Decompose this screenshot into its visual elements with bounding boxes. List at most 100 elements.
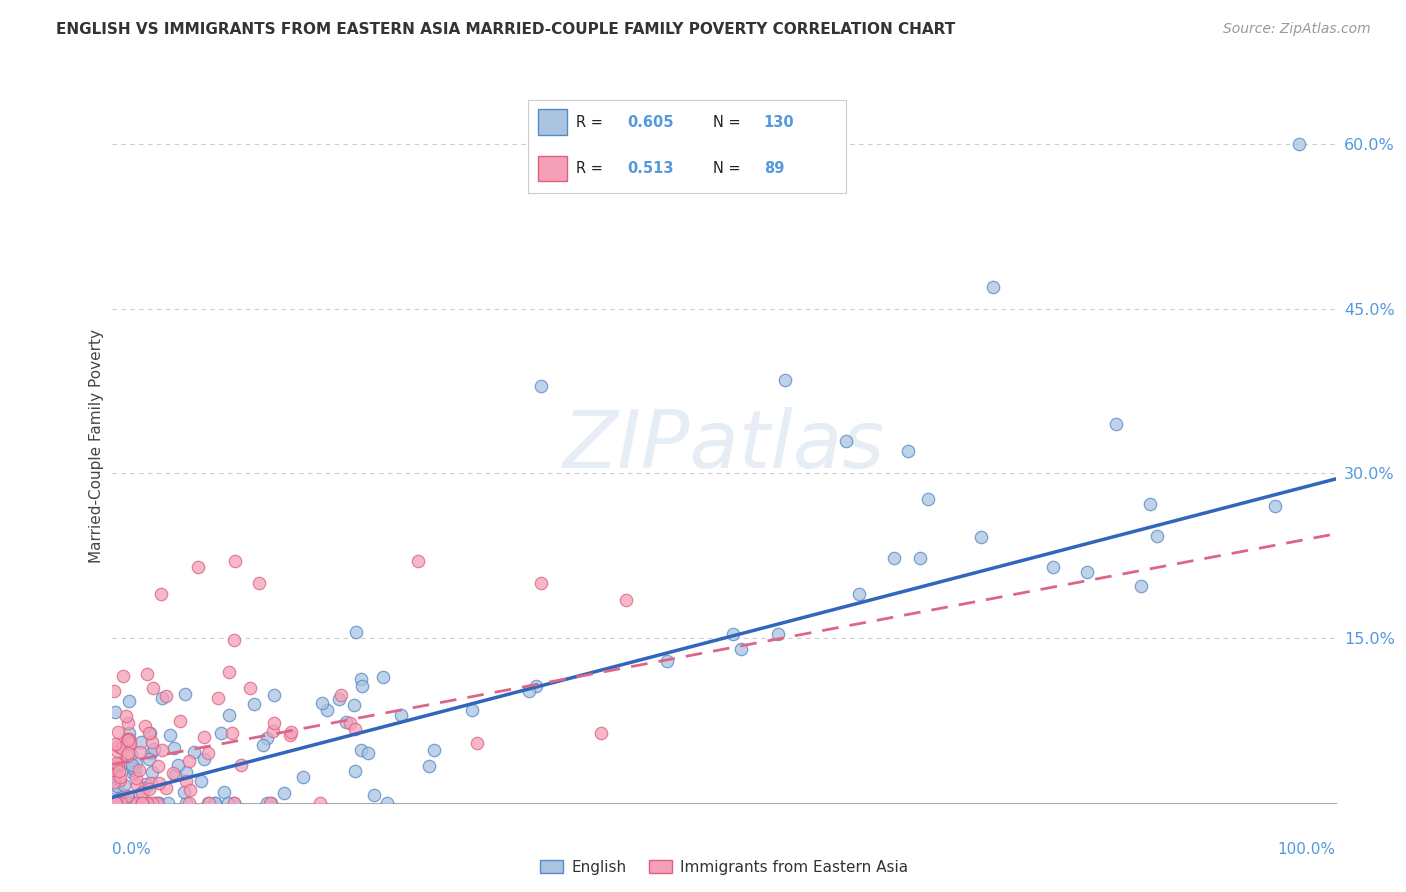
Point [897,444,920,458]
Point [1104,417,1126,431]
Point [104,705,127,719]
Point [148,796,170,810]
Point [136,796,159,810]
Point [105,756,128,771]
Point [309,796,332,810]
Point [146,759,169,773]
Point [614,592,637,607]
Point [120,796,142,810]
Point [222,796,245,810]
Point [110,772,132,787]
Point [835,434,858,448]
Point [136,667,159,681]
Point [138,725,160,739]
Point [260,796,283,810]
Point [131,796,153,810]
Point [169,714,191,729]
Point [193,752,215,766]
Point [110,741,132,756]
Point [363,788,385,802]
Point [278,727,301,741]
Point [408,554,430,568]
Point [315,703,337,717]
Point [141,765,163,780]
Point [134,780,156,795]
Point [118,736,141,750]
Point [129,745,152,759]
Point [108,764,131,778]
Point [335,714,357,729]
Point [129,788,152,802]
Point [103,796,125,810]
Point [112,796,135,810]
Point [344,625,367,640]
Point [115,796,138,810]
Point [135,777,157,791]
Point [118,738,141,752]
Point [103,796,125,810]
Point [117,715,139,730]
Point [242,698,264,712]
Point [120,747,142,761]
Point [1076,565,1098,579]
Point [343,722,366,736]
Point [231,758,253,772]
Y-axis label: Married-Couple Family Poverty: Married-Couple Family Poverty [89,329,104,563]
Point [127,778,149,792]
Point [190,773,212,788]
Point [146,796,169,810]
Point [122,796,145,810]
Point [117,732,139,747]
Text: 0.0%: 0.0% [112,842,152,857]
Point [163,741,186,756]
Point [105,796,128,810]
Point [239,681,262,696]
Point [146,796,169,810]
Point [107,756,129,771]
Point [142,681,165,695]
Point [103,796,125,810]
Point [352,679,374,693]
Point [107,725,129,739]
Point [104,758,127,772]
Point [128,763,150,777]
Point [218,707,240,722]
Point [122,796,145,810]
Point [103,684,125,698]
Point [131,796,153,810]
Point [373,670,395,684]
Point [121,796,143,810]
Point [339,716,361,731]
Point [125,756,148,771]
Point [108,796,131,810]
Point [177,796,200,810]
Point [204,796,226,810]
Point [107,796,129,810]
Point [150,743,173,757]
Point [917,492,939,507]
Point [183,745,205,759]
Point [118,731,141,746]
Point [134,719,156,733]
Point [155,781,177,796]
Point [657,655,679,669]
Point [174,796,197,810]
Point [224,632,246,647]
Point [848,587,870,601]
Point [132,796,155,810]
Point [217,796,239,810]
Point [1139,497,1161,511]
Point [117,746,139,760]
Point [139,775,162,789]
Point [1264,499,1286,513]
Point [138,782,160,797]
Point [141,796,163,810]
Point [343,764,366,779]
Point [259,796,281,810]
Point [125,796,148,810]
Point [218,665,240,679]
Text: Source: ZipAtlas.com: Source: ZipAtlas.com [1223,22,1371,37]
Point [105,796,128,810]
Point [350,672,373,686]
Point [256,731,278,745]
